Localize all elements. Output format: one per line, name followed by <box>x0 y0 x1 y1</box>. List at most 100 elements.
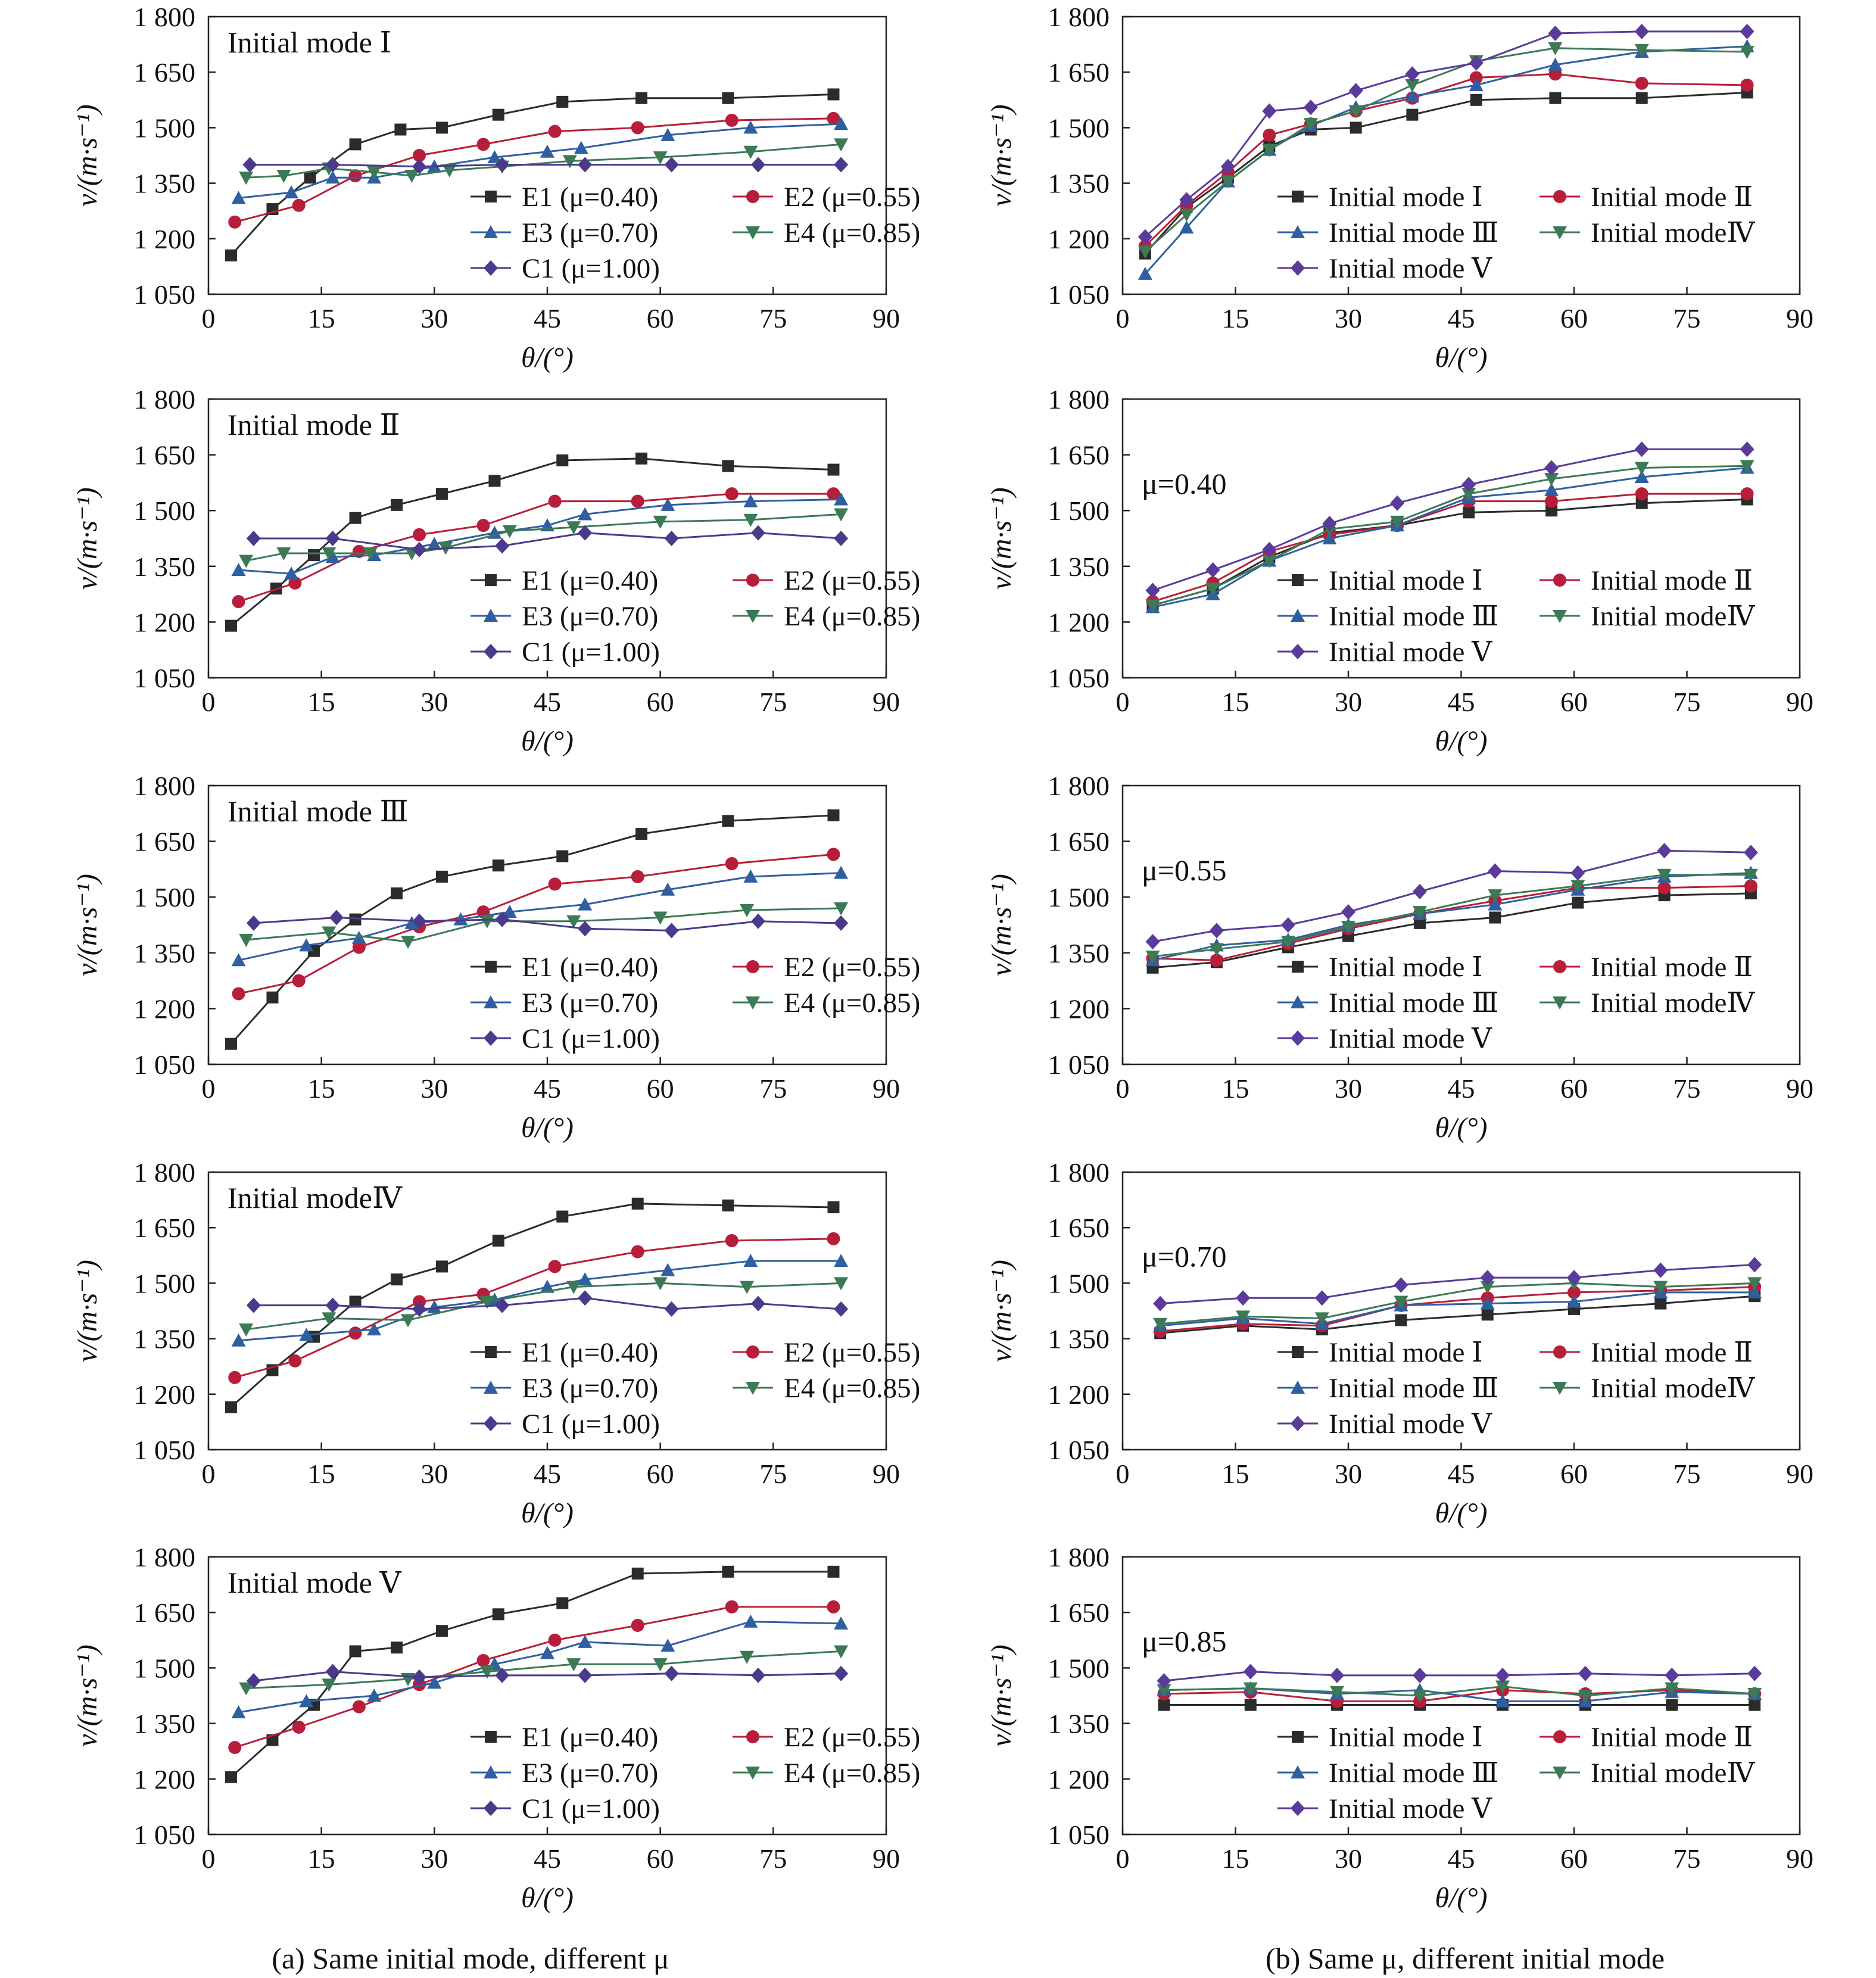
data-point <box>404 915 419 929</box>
y-tick-label: 1 350 <box>1048 552 1110 582</box>
x-tick-label: 60 <box>1560 1073 1588 1104</box>
data-point <box>363 547 378 560</box>
data-point <box>1480 1270 1495 1286</box>
series-E1 <box>225 1565 840 1783</box>
legend-label: Initial mode Ⅲ <box>1329 217 1499 248</box>
data-point <box>1145 583 1160 599</box>
legend-label: E3 (μ=0.70) <box>522 1373 658 1404</box>
data-point <box>1322 531 1337 544</box>
data-point <box>1567 1294 1581 1308</box>
data-point <box>231 1333 246 1347</box>
y-tick-label: 1 800 <box>1048 2 1110 32</box>
data-point <box>1635 487 1648 501</box>
y-axis-title: v/(m·s⁻¹) <box>71 487 103 590</box>
chart-panel-a-1: 0 15 30 45 60 75 90 1 050 1 200 1 350 1 500 1 650 1 … <box>71 2 920 373</box>
legend-marker <box>1553 574 1566 587</box>
x-tick-label: 75 <box>759 1459 787 1489</box>
data-point <box>1220 158 1235 175</box>
legend-label: Initial mode Ⅱ <box>1591 1337 1753 1368</box>
x-axis-title: θ/(°) <box>521 342 574 373</box>
data-point <box>1145 599 1160 613</box>
y-tick-label: 1 500 <box>1048 1268 1110 1298</box>
data-point <box>1747 1687 1762 1701</box>
y-tick-label: 1 800 <box>1048 1157 1110 1188</box>
legend-label: E1 (μ=0.40) <box>522 182 658 213</box>
data-point <box>1480 1296 1495 1310</box>
data-point <box>578 1634 593 1648</box>
series-E2 <box>228 111 840 229</box>
data-point <box>722 92 734 104</box>
data-point <box>304 172 316 184</box>
legend-label: Initial mode Ⅱ <box>1591 1722 1753 1753</box>
data-point <box>435 488 448 500</box>
data-point <box>556 454 569 466</box>
y-tick-label: 1 200 <box>134 224 196 254</box>
data-point <box>1545 494 1559 508</box>
data-point <box>308 549 320 562</box>
data-point <box>325 1297 340 1313</box>
series-E2 <box>232 487 840 609</box>
data-point <box>352 940 366 954</box>
x-tick-label: 45 <box>534 687 561 717</box>
data-point <box>239 1682 254 1696</box>
data-point <box>322 547 336 560</box>
x-tick-label: 15 <box>1222 1459 1249 1489</box>
data-point <box>556 1210 569 1223</box>
data-point <box>1578 1665 1593 1681</box>
legend-marker <box>484 609 498 622</box>
x-axis-title: θ/(°) <box>1435 1112 1487 1144</box>
legend-label: E1 (μ=0.40) <box>522 1337 658 1368</box>
data-point <box>743 513 758 527</box>
data-point <box>1740 487 1754 501</box>
series-Initial-mode-Ⅴ <box>1153 1257 1762 1312</box>
data-point <box>495 1667 510 1683</box>
panel-label: μ=0.70 <box>1142 1239 1227 1273</box>
legend-label: C1 (μ=1.00) <box>522 1793 660 1824</box>
data-point <box>1394 1277 1408 1293</box>
y-tick-label: 1 650 <box>1048 440 1110 471</box>
data-point <box>479 1665 494 1679</box>
data-point <box>239 933 254 947</box>
data-point <box>1666 1699 1678 1711</box>
data-point <box>348 169 362 183</box>
data-point <box>1314 1290 1329 1306</box>
data-point <box>488 475 501 487</box>
data-point <box>412 541 427 557</box>
data-point <box>1262 555 1277 568</box>
data-point <box>1747 1665 1762 1681</box>
y-tick-label: 1 200 <box>1048 1379 1110 1410</box>
series-E4 <box>239 1645 849 1696</box>
legend-marker <box>1553 1730 1566 1743</box>
data-point <box>495 1297 510 1313</box>
y-tick-label: 1 050 <box>134 1820 196 1850</box>
data-point <box>299 1694 314 1708</box>
legend-marker <box>485 574 497 586</box>
data-point <box>401 936 416 949</box>
y-tick-label: 1 800 <box>134 2 196 32</box>
y-tick-label: 1 200 <box>134 1764 196 1795</box>
x-tick-label: 60 <box>647 303 674 334</box>
data-point <box>1210 954 1223 967</box>
y-axis-title: v/(m·s⁻¹) <box>71 104 103 207</box>
x-tick-label: 90 <box>872 1843 900 1874</box>
legend-label: Initial mode Ⅴ <box>1329 1793 1492 1824</box>
legend-marker <box>1291 1416 1305 1431</box>
x-tick-label: 15 <box>308 303 335 334</box>
data-point <box>1747 1277 1762 1291</box>
y-tick-label: 1 650 <box>134 1597 196 1628</box>
data-point <box>578 1272 593 1286</box>
data-point <box>1665 1667 1679 1683</box>
data-point <box>412 158 427 175</box>
series-Initial-modeⅣ <box>1145 868 1758 964</box>
y-tick-label: 1 200 <box>1048 224 1110 254</box>
series-E4 <box>239 1277 849 1337</box>
data-point <box>578 897 593 911</box>
x-tick-label: 0 <box>1116 1073 1130 1104</box>
x-tick-label: 0 <box>202 687 216 717</box>
y-tick-label: 1 650 <box>134 440 196 471</box>
legend: E1 (μ=0.40) E2 (μ=0.55) E3 (μ=0.70) E4 (μ=0… <box>470 565 920 668</box>
chart-panel-a-4: 0 15 30 45 60 75 90 1 050 1 200 1 350 1 500 1 650 1 … <box>71 1157 920 1529</box>
legend-marker <box>746 574 759 587</box>
data-point <box>1481 1309 1494 1321</box>
series-C1 <box>246 1664 849 1689</box>
